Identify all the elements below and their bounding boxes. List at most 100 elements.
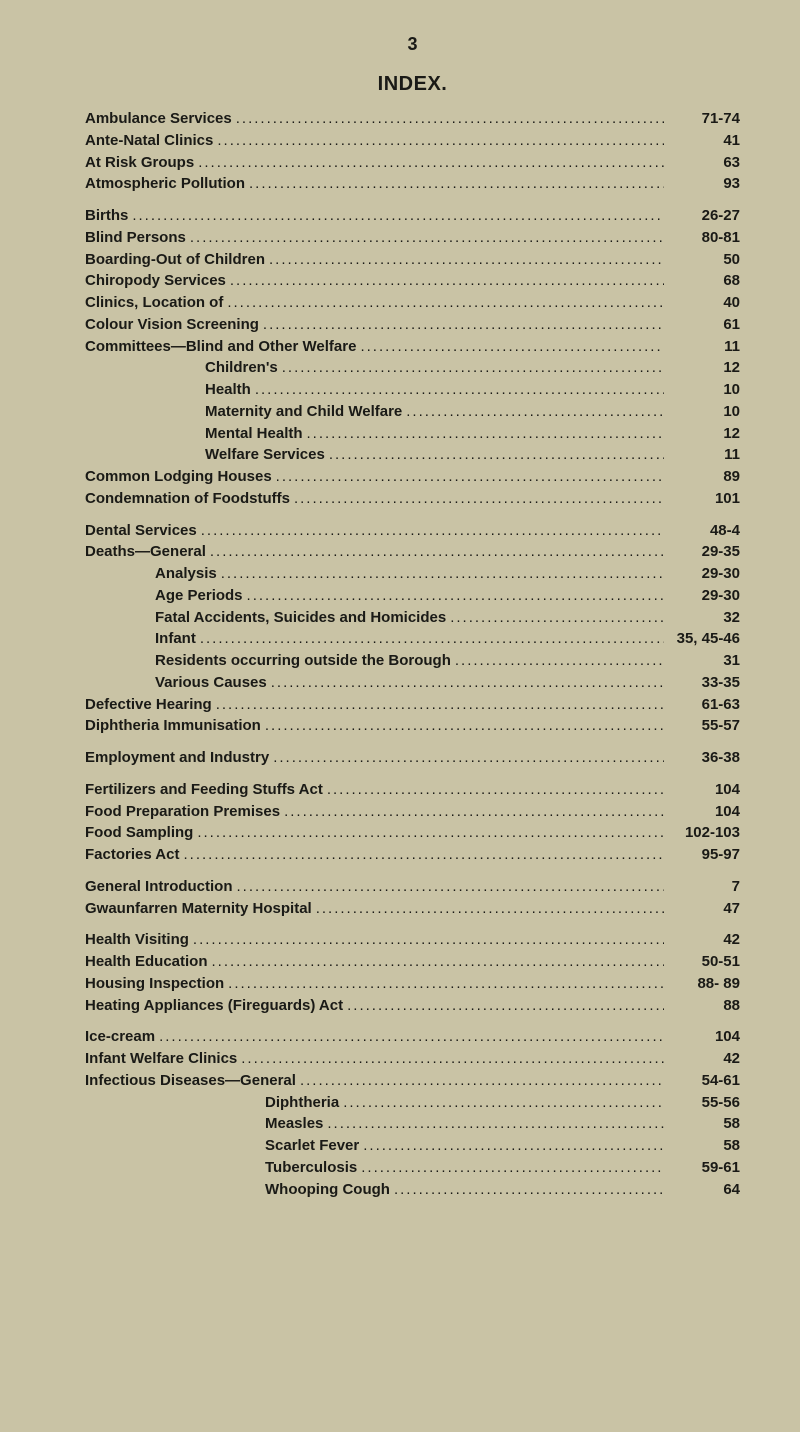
index-entry-label: General Introduction <box>85 876 233 898</box>
index-entry-page: 61-63 <box>668 694 740 716</box>
index-entry-label: Common Lodging Houses <box>85 466 272 488</box>
index-entry-page: 41 <box>668 130 740 152</box>
index-entry-label: Deaths—General <box>85 541 206 563</box>
index-entry-page: 29-35 <box>668 541 740 563</box>
index-entry-page: 10 <box>668 401 740 423</box>
index-section: General Introduction7Gwaunfarren Materni… <box>85 876 740 920</box>
index-entry-page: 59-61 <box>668 1157 740 1179</box>
dot-leader <box>237 876 664 891</box>
index-row: Factories Act 95-97 <box>85 844 740 866</box>
index-entry-label: Analysis <box>85 563 217 585</box>
index-row: Whooping Cough64 <box>85 1179 740 1201</box>
index-entry-label: Chiropody Services <box>85 270 226 292</box>
index-section: Ice-cream104Infant Welfare Clinics42Infe… <box>85 1026 740 1200</box>
index-row: Housing Inspection 88- 89 <box>85 973 740 995</box>
dot-leader <box>269 249 664 264</box>
index-row: Committees—Blind and Other Welfare11 <box>85 336 740 358</box>
index-row: Deaths—General 29-35 <box>85 541 740 563</box>
index-entry-label: Ambulance Services <box>85 108 232 130</box>
index-row: Births26-27 <box>85 205 740 227</box>
index-entry-label: Fatal Accidents, Suicides and Homicides <box>85 607 446 629</box>
index-entry-page: 95-97 <box>668 844 740 866</box>
dot-leader <box>221 563 664 578</box>
index-entry-page: 102-103 <box>668 822 740 844</box>
dot-leader <box>200 628 664 643</box>
index-row: Mental Health12 <box>85 423 740 445</box>
dot-leader <box>201 520 664 535</box>
index-entry-label: Ice-cream <box>85 1026 155 1048</box>
index-entry-label: Tuberculosis <box>85 1157 357 1179</box>
index-row: Condemnation of Foodstuffs101 <box>85 488 740 510</box>
dot-leader <box>159 1026 664 1041</box>
index-entry-label: Various Causes <box>85 672 267 694</box>
index-row: Infant35, 45-46 <box>85 628 740 650</box>
index-row: Health10 <box>85 379 740 401</box>
index-row: Defective Hearing 61-63 <box>85 694 740 716</box>
index-entry-page: 71-74 <box>668 108 740 130</box>
index-entry-page: 58 <box>668 1113 740 1135</box>
index-row: Tuberculosis 59-61 <box>85 1157 740 1179</box>
index-entry-page: 50-51 <box>668 951 740 973</box>
index-entry-label: Age Periods <box>85 585 243 607</box>
index-section: Dental Services48-4Deaths—General29-35An… <box>85 520 740 738</box>
index-entry-page: 33-35 <box>668 672 740 694</box>
index-entry-label: Residents occurring outside the Borough <box>85 650 451 672</box>
index-entry-label: Welfare Services <box>85 444 325 466</box>
index-entry-page: 29-30 <box>668 585 740 607</box>
dot-leader <box>228 973 664 988</box>
index-entry-label: Maternity and Child Welfare <box>85 401 402 423</box>
dot-leader <box>273 747 664 762</box>
index-row: Colour Vision Screening61 <box>85 314 740 336</box>
index-entry-label: Employment and Industry <box>85 747 269 769</box>
index-section: Fertilizers and Feeding Stuffs Act104Foo… <box>85 779 740 866</box>
index-row: Health Visiting42 <box>85 929 740 951</box>
dot-leader <box>327 1113 664 1128</box>
index-section: Ambulance Services 71-74Ante-Natal Clinic… <box>85 108 740 195</box>
index-row: Diphtheria 55-56 <box>85 1092 740 1114</box>
dot-leader <box>406 401 664 416</box>
index-entry-label: Factories Act <box>85 844 179 866</box>
index-row: Scarlet Fever58 <box>85 1135 740 1157</box>
dot-leader <box>271 672 664 687</box>
index-entry-label: Diphtheria <box>85 1092 339 1114</box>
index-entry-label: Health Education <box>85 951 208 973</box>
index-entry-label: Scarlet Fever <box>85 1135 359 1157</box>
index-entry-page: 64 <box>668 1179 740 1201</box>
index-entry-label: Blind Persons <box>85 227 186 249</box>
index-entry-page: 88- 89 <box>668 973 740 995</box>
index-entry-label: Atmospheric Pollution <box>85 173 245 195</box>
index-entry-label: Measles <box>85 1113 323 1135</box>
dot-leader <box>227 292 664 307</box>
dot-leader <box>132 205 664 220</box>
index-entry-label: Food Preparation Premises <box>85 801 280 823</box>
index-row: Dental Services48-4 <box>85 520 740 542</box>
dot-leader <box>249 173 664 188</box>
index-row: Analysis29-30 <box>85 563 740 585</box>
index-row: Food Preparation Premises104 <box>85 801 740 823</box>
index-entry-page: 12 <box>668 357 740 379</box>
index-entry-label: Defective Hearing <box>85 694 212 716</box>
index-row: Ante-Natal Clinics41 <box>85 130 740 152</box>
dot-leader <box>198 152 664 167</box>
index-section: Employment and Industry36-38 <box>85 747 740 769</box>
index-entry-page: 42 <box>668 929 740 951</box>
dot-leader <box>294 488 664 503</box>
index-row: Health Education 50-51 <box>85 951 740 973</box>
index-row: At Risk Groups63 <box>85 152 740 174</box>
index-entry-page: 104 <box>668 779 740 801</box>
index-entry-page: 31 <box>668 650 740 672</box>
dot-leader <box>361 1157 664 1172</box>
index-entry-page: 55-56 <box>668 1092 740 1114</box>
dot-leader <box>265 715 664 730</box>
dot-leader <box>394 1179 664 1194</box>
index-entry-label: Mental Health <box>85 423 303 445</box>
index-row: Gwaunfarren Maternity Hospital47 <box>85 898 740 920</box>
index-row: Common Lodging Houses89 <box>85 466 740 488</box>
index-entry-page: 54-61 <box>668 1070 740 1092</box>
index-entry-label: Housing Inspection <box>85 973 224 995</box>
index-entry-label: Infant Welfare Clinics <box>85 1048 237 1070</box>
index-page: 3 INDEX. Ambulance Services71-74Ante-Nat… <box>0 0 800 1432</box>
index-row: Food Sampling102-103 <box>85 822 740 844</box>
index-entry-label: Fertilizers and Feeding Stuffs Act <box>85 779 323 801</box>
dot-leader <box>197 822 664 837</box>
